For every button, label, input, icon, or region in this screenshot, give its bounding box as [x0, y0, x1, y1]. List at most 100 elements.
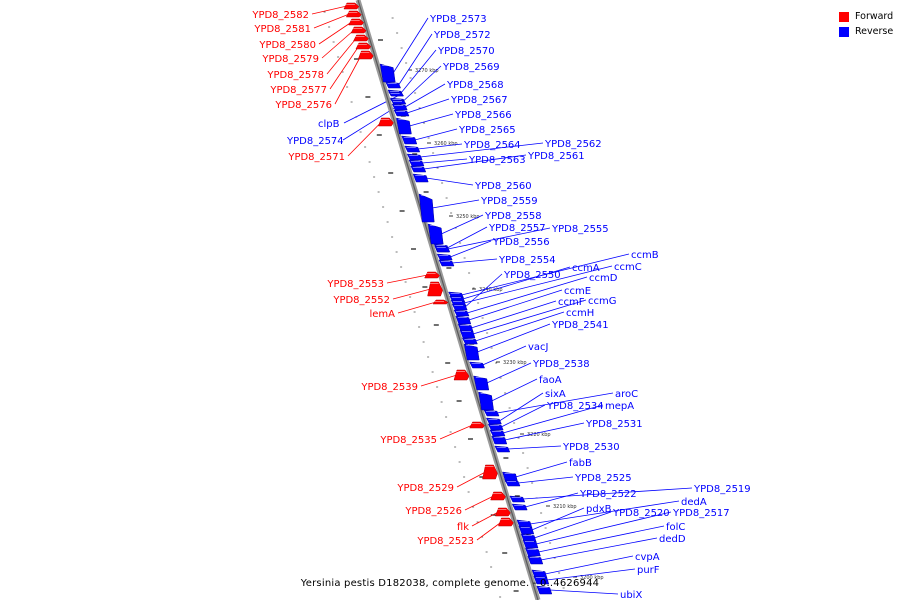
gene-label: YPD8_2541 [551, 320, 609, 331]
gene-label: YPD8_2517 [672, 508, 730, 519]
reverse-gene [396, 117, 412, 135]
reverse-gene [525, 547, 541, 557]
reverse-gene [478, 391, 494, 411]
gene-label: YPD8_2580 [258, 40, 316, 51]
gene-label: YPD8_2557 [488, 223, 546, 234]
leader-line [491, 378, 538, 402]
leader-line [318, 21, 352, 45]
forward-gene [424, 271, 440, 279]
gene-label: ccmB [631, 250, 659, 261]
legend: Forward Reverse [839, 9, 893, 39]
leader-line [420, 374, 458, 387]
gene-label: YPD8_2554 [498, 255, 556, 266]
leader-line [313, 13, 350, 29]
leader-line [477, 323, 551, 353]
reverse-gene [485, 417, 502, 425]
leader-line [397, 301, 437, 314]
legend-reverse-label: Reverse [855, 26, 894, 37]
reverse-gene [455, 315, 472, 325]
gene-label: YPD8_2563 [468, 155, 526, 166]
leader-line [447, 226, 488, 249]
gene-label: vacJ [528, 342, 549, 353]
gene-label: dedA [681, 497, 707, 508]
gene-label: folC [666, 522, 685, 533]
map-caption: Yersinia pestis D182038, complete genome… [300, 578, 600, 589]
leader-line [502, 404, 604, 434]
leader-line [421, 158, 468, 164]
leader-line [471, 511, 499, 527]
gene-label: ccmF [558, 297, 585, 308]
leader-line [311, 5, 347, 15]
leader-line [400, 49, 437, 94]
gene-label: ccmE [564, 286, 591, 297]
leader-line [420, 142, 544, 158]
leader-line [342, 101, 405, 141]
forward-gene [378, 117, 394, 127]
leader-line [417, 143, 463, 150]
leader-line [468, 289, 563, 321]
reverse-gene [406, 153, 423, 161]
gene-label: fabB [569, 458, 592, 469]
gene-label: ccmG [588, 296, 617, 307]
leader-line [507, 445, 562, 450]
leader-line [447, 227, 551, 250]
leader-line [334, 54, 362, 105]
leader-line [347, 121, 382, 157]
gene-label: YPD8_2535 [379, 435, 437, 446]
forward-gene [348, 18, 365, 26]
leader-line [515, 461, 568, 478]
leader-line [398, 33, 433, 86]
gene-label: ccmD [589, 273, 618, 284]
forward-gene [355, 42, 372, 50]
leader-line [501, 404, 546, 428]
leader-line [463, 265, 613, 304]
gene-label: ccmA [572, 263, 600, 274]
forward-gene [432, 299, 449, 305]
gene-label: YPD8_2538 [532, 359, 590, 370]
gene-label: YPD8_2558 [484, 211, 542, 222]
leader-line [534, 511, 612, 539]
leader-line [476, 521, 502, 541]
gene-label: YPD8_2582 [251, 10, 309, 21]
gene-label: YPD8_2581 [253, 24, 311, 35]
leader-line [423, 154, 527, 170]
reverse-gene [491, 435, 508, 445]
reverse-gene [401, 135, 418, 145]
gene-label: YPD8_2571 [287, 152, 345, 163]
leader-line [406, 98, 450, 114]
genome-backbone [355, 0, 541, 600]
scale-label: 3230 kbp [503, 360, 527, 366]
reverse-gene [522, 539, 539, 549]
reverse-gene [404, 145, 421, 153]
leader-line [540, 537, 658, 561]
gene-label: YPD8_2529 [396, 483, 454, 494]
gene-label: sixA [545, 389, 566, 400]
gene-label: YPD8_2526 [404, 506, 462, 517]
gene-label: YPD8_2560 [474, 181, 532, 192]
reverse-gene [459, 329, 476, 339]
gene-label: YPD8_2525 [574, 473, 632, 484]
reverse-gene [385, 81, 401, 89]
gene-label: ccmC [614, 262, 642, 273]
leader-line [525, 492, 579, 508]
leader-line [531, 507, 585, 531]
forward-gene [357, 50, 374, 60]
leader-line [538, 525, 665, 553]
gene-label: aroC [615, 389, 638, 400]
gene-label: dedD [659, 534, 686, 545]
forward-gene [350, 26, 367, 34]
gene-label: YPD8_2561 [527, 151, 585, 162]
gene-label: YPD8_2531 [585, 419, 643, 430]
reverse-gene [518, 525, 535, 535]
gene-label: YPD8_2552 [332, 295, 390, 306]
gene-label: YPD8_2567 [450, 95, 508, 106]
scale-label: 3270 kbp [415, 68, 439, 74]
reverse-gene [379, 63, 396, 83]
leader-line [471, 300, 557, 329]
gene-label: ubiX [620, 590, 642, 600]
legend-forward-label: Forward [855, 11, 894, 22]
reverse-gene [504, 479, 521, 487]
leader-line [475, 311, 565, 342]
reverse-gene [438, 259, 455, 267]
